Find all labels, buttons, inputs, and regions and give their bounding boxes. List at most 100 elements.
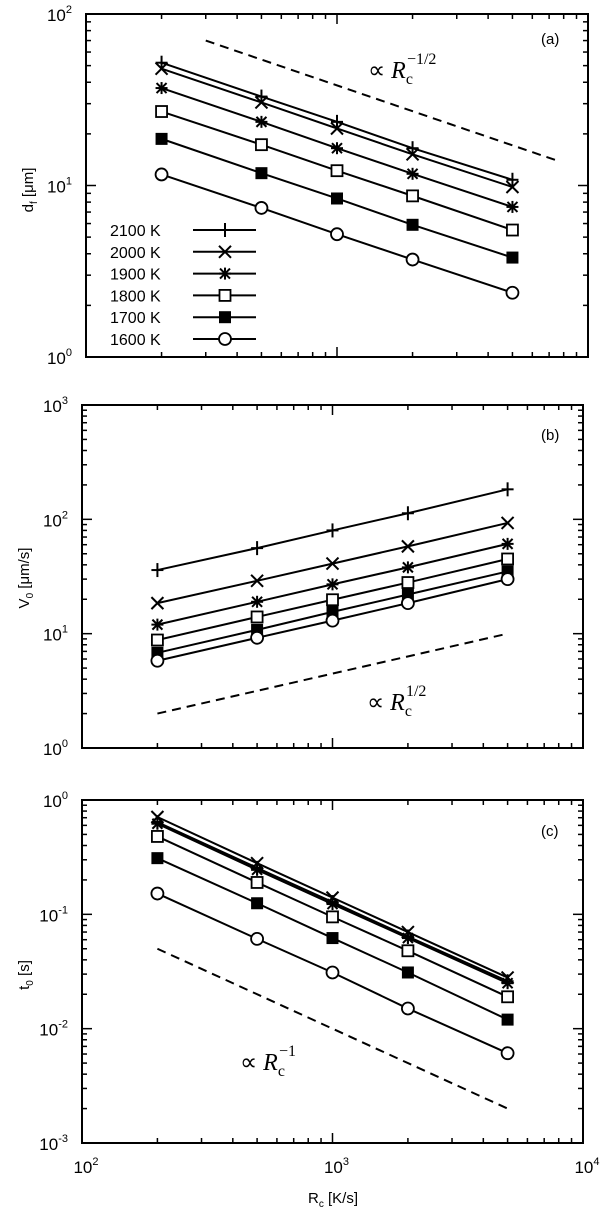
y-tick-label: 100	[43, 790, 68, 811]
series-1800K-marker-open-square	[151, 633, 164, 647]
annotation-b: ∝ Rc1/2	[367, 683, 426, 720]
y-axis-label-c: t0 [s]	[16, 960, 36, 990]
panel-a-df: 100 101 102	[47, 4, 589, 368]
y-tick-label: 101	[43, 624, 68, 645]
series-1600K-marker-open-circle	[250, 630, 264, 645]
legend: 2100 K 2000 K 1900 K 1800 K 1700 K 1600 K	[110, 223, 256, 349]
series-2100K-marker-plus	[151, 563, 164, 578]
y-tick-label: 100	[43, 738, 68, 759]
series-1900K-marker-asterisk	[401, 561, 414, 574]
legend-label: 1900 K	[110, 267, 161, 284]
series-1600K-marker-open-circle	[150, 653, 165, 668]
series-1600K-marker-open-circle	[330, 227, 344, 242]
series-1900K-marker-asterisk	[406, 167, 419, 180]
series-1800K-marker-open-square	[255, 138, 268, 152]
power-law-guide-line	[156, 947, 509, 1110]
y-tick-label: 102	[43, 509, 68, 530]
series-2100K-marker-plus	[506, 172, 519, 187]
legend-marker-open-square	[218, 288, 232, 302]
series-1700K-marker-filled-square	[155, 132, 168, 145]
series-1700K-marker-filled-square	[501, 1013, 514, 1026]
series-2000K-marker-cross	[500, 516, 515, 530]
y-tick-label: 10-2	[39, 1019, 68, 1040]
power-law-guide-line	[205, 39, 557, 162]
series-1900K-marker-asterisk	[326, 898, 339, 911]
series-1900K-marker-asterisk	[326, 578, 339, 591]
series-1900K-marker-asterisk	[151, 817, 164, 830]
series-1900K-marker-asterisk	[255, 115, 268, 128]
series-1600K-marker-open-circle	[325, 965, 340, 980]
x-tick-label: 104	[574, 1156, 599, 1177]
y-tick-label: 100	[47, 347, 72, 368]
series-1900K-marker-asterisk	[155, 82, 168, 95]
series-1700K-marker-filled-square	[406, 218, 419, 231]
y-axis-label-a: df [μm]	[20, 168, 40, 213]
series-2000K-marker-cross	[150, 596, 165, 610]
series-1800K-marker-open-square	[151, 830, 164, 843]
series-1600K-marker-open-circle	[250, 931, 264, 946]
series-1800K-marker-open-square	[250, 610, 264, 624]
panel-tag-a: (a)	[541, 31, 559, 48]
series-1900K-marker-asterisk	[251, 863, 264, 876]
legend-label: 1800 K	[110, 288, 161, 305]
x-tick-label: 103	[324, 1156, 349, 1177]
series-1700K-marker-filled-square	[401, 966, 414, 979]
series-1900K-marker-asterisk	[401, 932, 414, 945]
series-1600K-marker-open-circle	[401, 596, 415, 611]
power-law-guide-line	[157, 632, 508, 715]
series-1700K-marker-filled-square	[331, 192, 343, 205]
series-2000K-marker-cross	[330, 121, 344, 136]
series-1700K-marker-filled-square	[255, 167, 268, 180]
series-1800K-marker-open-square	[501, 990, 514, 1004]
annotation-c: ∝ Rc−1	[240, 1043, 296, 1080]
series-2000K-marker-cross	[250, 574, 264, 588]
series-2000K-marker-cross	[154, 61, 169, 76]
series-1600K-marker-open-circle	[150, 886, 165, 901]
series-1900K-marker-asterisk	[506, 200, 519, 213]
series-1700K-marker-filled-square	[326, 932, 339, 945]
y-tick-label: 102	[47, 4, 72, 25]
series-2000K-marker-cross	[325, 556, 340, 571]
legend-marker-open-circle	[218, 332, 232, 346]
panel-c-t0: 10-3 10-2 10-1 100 102 103 104	[39, 790, 599, 1177]
panel-tag-b: (b)	[541, 427, 559, 444]
series-1700K-marker-filled-square	[251, 897, 264, 910]
series-2100K-marker-plus	[501, 482, 514, 497]
series-1800K-marker-open-square	[330, 164, 344, 178]
series-1800K-marker-open-square	[326, 910, 339, 924]
panel-tag-c: (c)	[541, 823, 559, 840]
legend-label: 1700 K	[110, 310, 161, 327]
series-1800K-marker-open-square	[250, 876, 264, 889]
series-1800K-marker-open-square	[326, 593, 339, 607]
series-1900K-marker-asterisk	[251, 595, 264, 608]
legend-marker-filled-square	[219, 311, 231, 324]
series-1900K-marker-asterisk	[501, 977, 514, 990]
series-1800K-marker-open-square	[501, 552, 514, 566]
series-1600K-marker-open-circle	[254, 201, 269, 215]
series-1800K-marker-open-square	[406, 189, 419, 203]
y-tick-label: 10-3	[39, 1133, 68, 1154]
panel-b-v0: 100 101 102 103	[43, 395, 584, 759]
series-2000K-marker-cross	[505, 180, 520, 194]
series-1600K-marker-open-circle	[405, 252, 420, 267]
series-1600K-marker-open-circle	[505, 285, 520, 300]
legend-label: 2100 K	[110, 223, 161, 240]
legend-marker-plus	[219, 223, 231, 237]
series-2000K-marker-cross	[401, 539, 415, 554]
series-1800K-marker-open-square	[506, 223, 519, 237]
series-1600K-marker-open-circle	[500, 572, 515, 587]
series-1800K-marker-open-square	[155, 105, 168, 118]
series-2000K-marker-cross	[254, 95, 269, 110]
y-tick-label: 101	[47, 176, 72, 197]
series-2100K-marker-plus	[326, 523, 339, 538]
series-1800K-marker-open-square	[401, 576, 415, 589]
annotation-a: ∝ Rc−1/2	[368, 51, 436, 88]
y-tick-label: 10-1	[39, 904, 68, 925]
series-2100K-marker-plus	[401, 506, 414, 521]
y-tick-label: 103	[43, 395, 68, 416]
y-axis-label-b: V0 [μm/s]	[16, 548, 36, 609]
series-1600K-marker-open-circle	[325, 613, 340, 628]
series-2000K-marker-cross	[405, 147, 420, 162]
legend-marker-asterisk	[219, 267, 231, 280]
series-1700K-marker-filled-square	[506, 251, 519, 264]
